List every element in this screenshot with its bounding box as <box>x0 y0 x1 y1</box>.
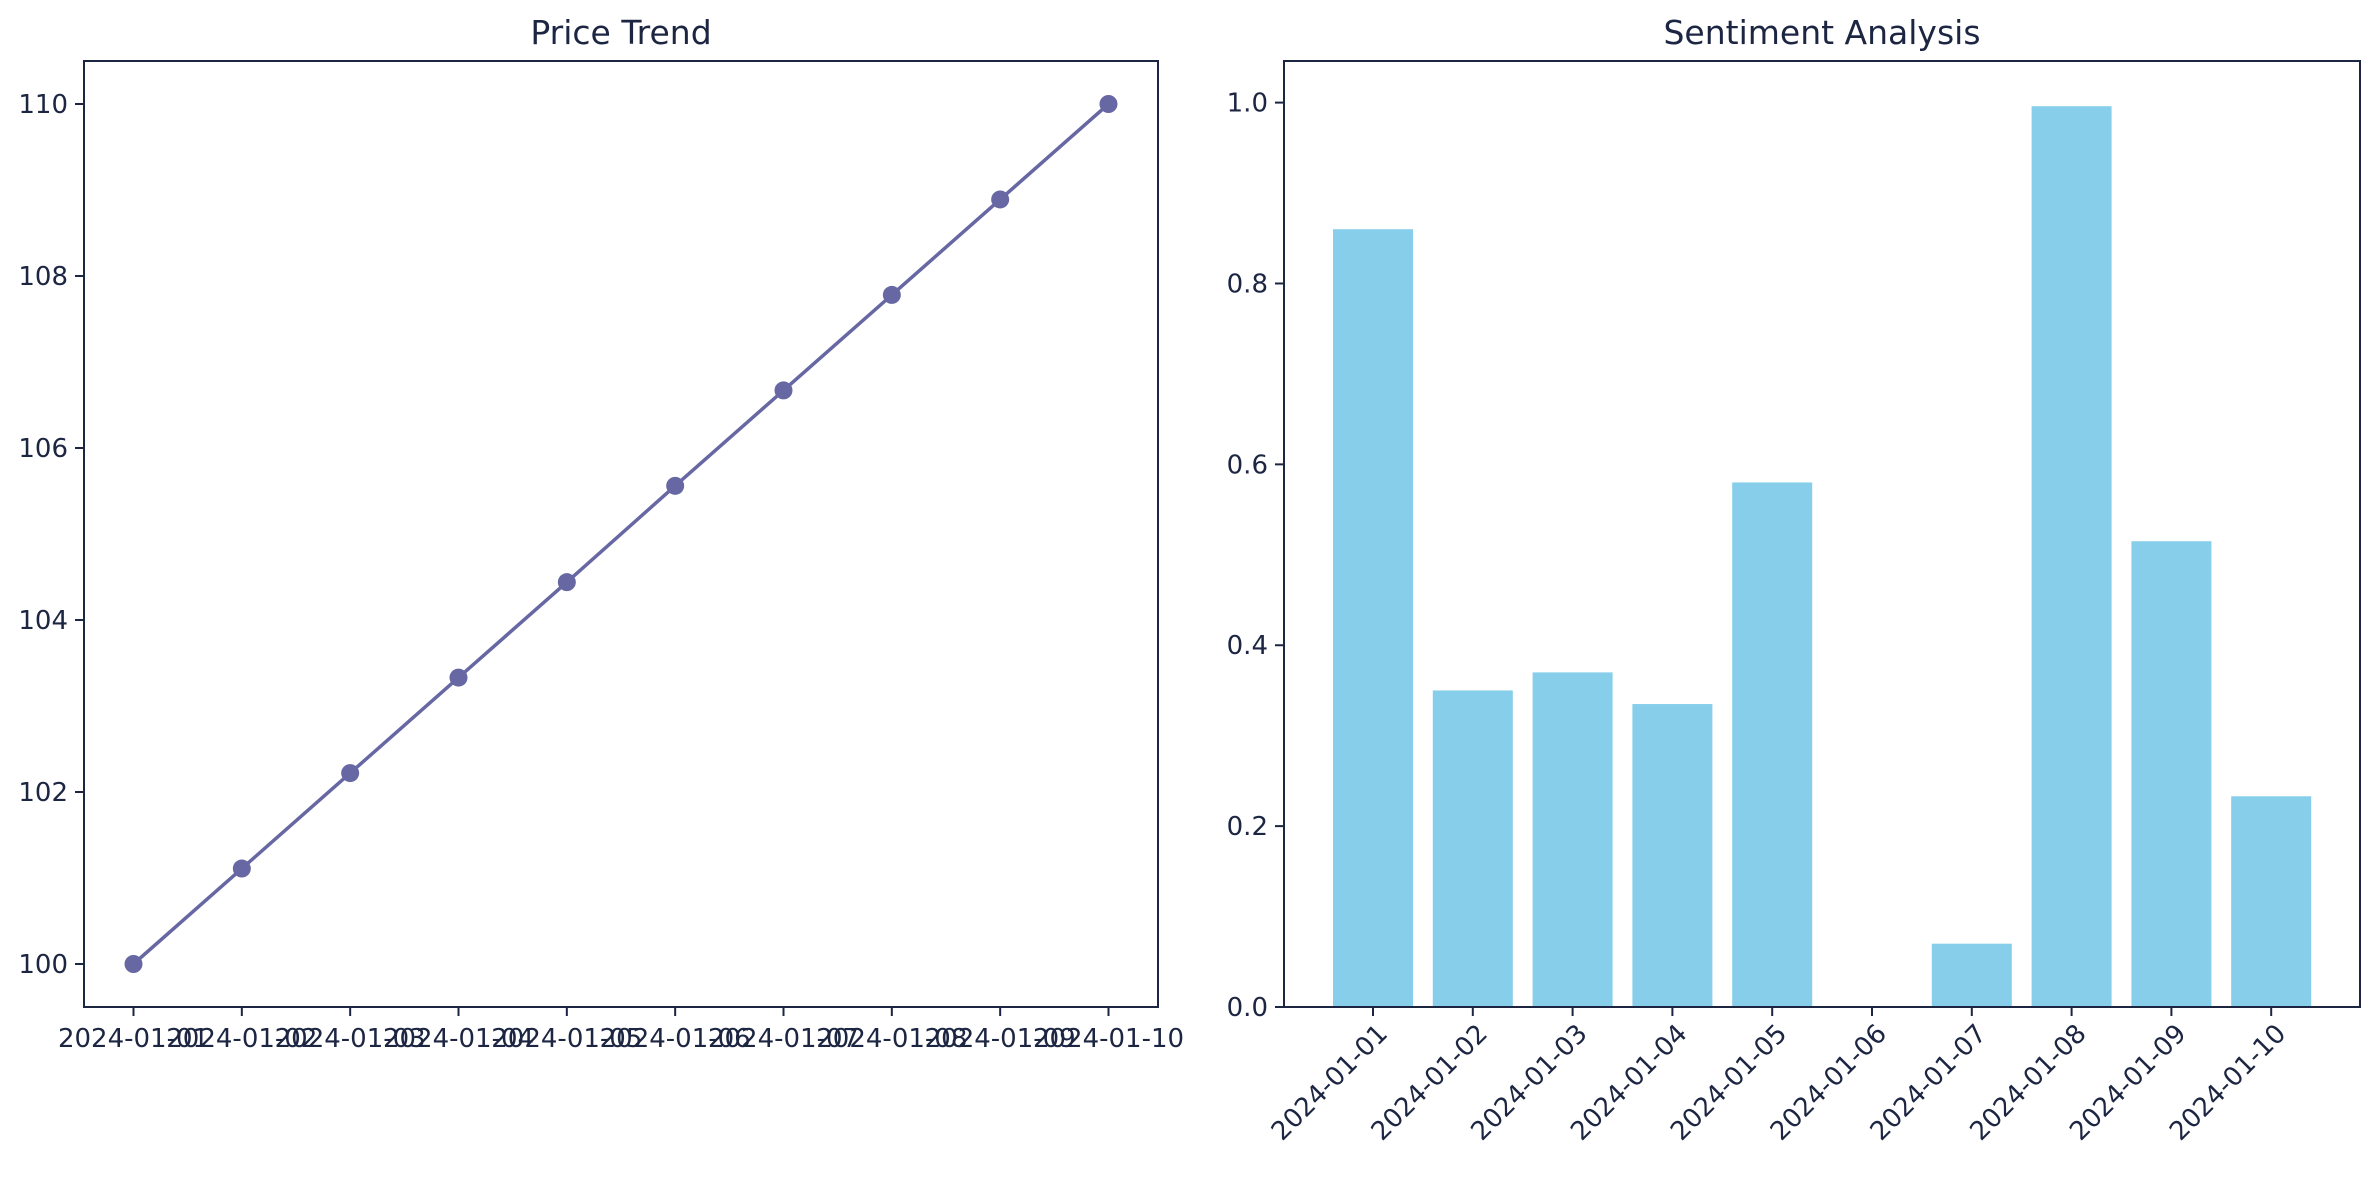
price-x-tick-label: 2024-01-04 <box>383 1024 534 1054</box>
sentiment-bar <box>1931 943 2012 1007</box>
sentiment-y-tick-label: 0.8 <box>1227 269 1268 299</box>
sentiment-analysis-chart: Sentiment Analysis 0.0 0.2 0.4 0.6 0.8 1.0 20… <box>1227 13 2361 1147</box>
sentiment-y-axis: 0.0 0.2 0.4 0.6 0.8 1.0 <box>1227 89 1284 1023</box>
sentiment-title: Sentiment Analysis <box>1663 13 1980 52</box>
price-y-tick-label: 108 <box>18 262 68 292</box>
price-axes-frame <box>83 60 1159 1008</box>
price-data-point <box>991 190 1010 209</box>
price-series-line <box>132 102 1110 966</box>
sentiment-plot-area <box>1333 106 2312 1008</box>
price-x-tick-label: 2024-01-05 <box>491 1024 642 1054</box>
price-x-tick-label: 2024-01-10 <box>1033 1024 1184 1054</box>
price-data-point <box>232 859 251 878</box>
price-x-tick-label: 2024-01-07 <box>708 1024 859 1054</box>
price-x-tick-label: 2024-01-01 <box>58 1024 209 1054</box>
sentiment-axes-frame <box>1283 60 2361 1008</box>
price-y-tick-label: 102 <box>18 778 68 808</box>
price-data-point <box>774 381 793 400</box>
price-data-point <box>124 955 143 973</box>
price-trend-title: Price Trend <box>530 13 711 52</box>
price-y-axis: 100 102 104 106 108 110 <box>18 90 84 980</box>
sentiment-bar <box>1432 690 1513 1007</box>
price-x-tick-label: 2024-01-06 <box>600 1024 751 1054</box>
sentiment-bar <box>1333 229 1413 1008</box>
price-trend-chart: Price Trend 100 102 104 106 108 110 2024-01-0… <box>18 13 1184 1054</box>
price-x-axis: 2024-01-012024-01-022024-01-032024-01-04… <box>58 1007 1184 1054</box>
sentiment-bar <box>1532 672 1613 1007</box>
price-x-tick-label: 2024-01-08 <box>816 1024 967 1054</box>
price-y-tick-label: 106 <box>18 434 68 464</box>
price-plot-area <box>124 95 1118 973</box>
sentiment-bar <box>2131 541 2212 1007</box>
sentiment-bar <box>2231 796 2312 1007</box>
price-x-tick-label: 2024-01-09 <box>925 1024 1076 1054</box>
sentiment-bar <box>1632 704 1713 1007</box>
price-y-tick-label: 100 <box>18 950 68 980</box>
sentiment-bar <box>2031 106 2112 1007</box>
sentiment-bar <box>1732 482 1813 1007</box>
price-x-tick-label: 2024-01-02 <box>166 1024 317 1054</box>
price-data-point <box>1099 95 1118 113</box>
price-data-point <box>557 573 576 592</box>
sentiment-y-tick-label: 0.6 <box>1227 450 1268 480</box>
price-y-tick-label: 110 <box>18 90 68 120</box>
sentiment-y-tick-label: 1.0 <box>1227 89 1268 119</box>
price-data-point <box>666 476 685 495</box>
price-data-point <box>341 764 360 783</box>
price-data-point <box>882 285 901 304</box>
sentiment-y-tick-label: 0.0 <box>1227 993 1268 1023</box>
price-y-tick-label: 104 <box>18 606 68 636</box>
sentiment-y-tick-label: 0.2 <box>1227 812 1268 842</box>
sentiment-y-tick-label: 0.4 <box>1227 631 1268 661</box>
price-x-tick-label: 2024-01-03 <box>275 1024 426 1054</box>
sentiment-x-axis: 2024-01-012024-01-022024-01-032024-01-04… <box>1266 1007 2292 1147</box>
price-data-point <box>449 668 468 687</box>
